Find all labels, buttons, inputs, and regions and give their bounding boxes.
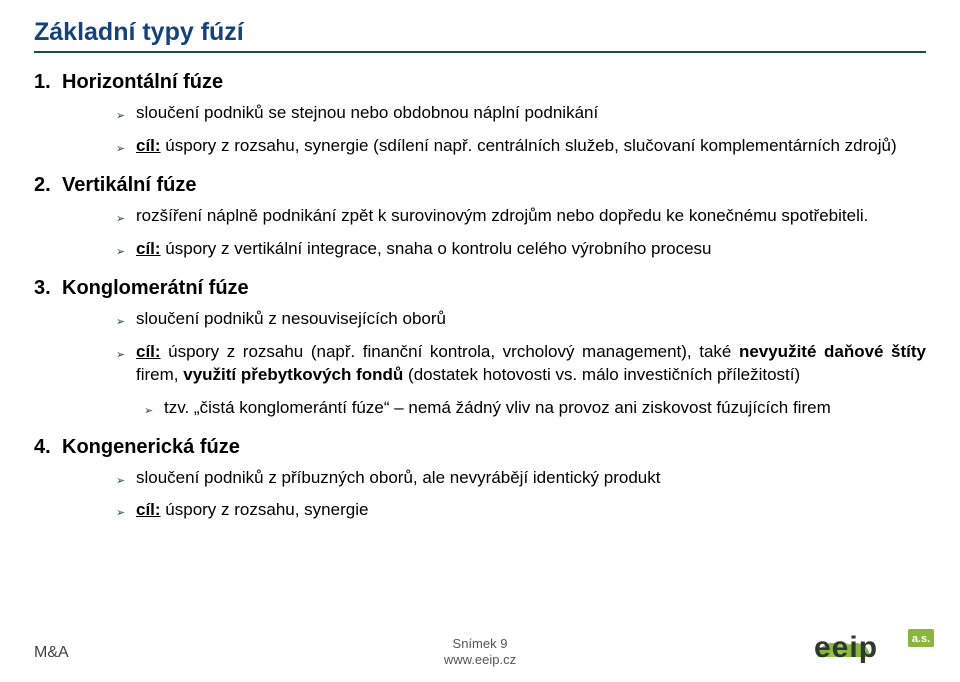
bullet-item: ➢sloučení podniků z příbuzných oborů, al… (116, 467, 926, 490)
svg-text:eeip: eeip (814, 631, 878, 664)
bullet-text: tzv. „čistá konglomerántí fúze“ – nemá ž… (164, 397, 926, 420)
svg-text:a.s.: a.s. (912, 633, 930, 645)
bullet-marker-icon: ➢ (116, 474, 136, 489)
bullet-marker-icon: ➢ (116, 109, 136, 124)
bullet-text: sloučení podniků z nesouvisejících oborů (136, 308, 926, 331)
bullet-list: ➢sloučení podniků z nesouvisejících obor… (116, 308, 926, 420)
footer-logo: eeip a.s. (808, 621, 938, 674)
section-heading: 1.Horizontální fúze (34, 71, 926, 94)
content-area: 1.Horizontální fúze➢sloučení podniků se … (34, 71, 926, 522)
bullet-text: cíl: úspory z vertikální integrace, snah… (136, 238, 926, 261)
slide: Základní typy fúzí 1.Horizontální fúze➢s… (0, 0, 960, 682)
bullet-list: ➢rozšíření náplně podnikání zpět k surov… (116, 205, 926, 261)
bullet-list: ➢sloučení podniků z příbuzných oborů, al… (116, 467, 926, 523)
bullet-item: ➢cíl: úspory z rozsahu (např. finanční k… (116, 341, 926, 387)
bullet-marker-icon: ➢ (116, 348, 136, 363)
footer-slide-label: Snímek 9 (453, 636, 508, 651)
bullet-item: ➢rozšíření náplně podnikání zpět k surov… (116, 205, 926, 228)
section-number: 4. (34, 436, 62, 459)
bullet-item: ➢cíl: úspory z rozsahu, synergie (116, 499, 926, 522)
title-rule (34, 51, 926, 53)
bullet-text: cíl: úspory z rozsahu (např. finanční ko… (136, 341, 926, 387)
footer: M&A Snímek 9 www.eeip.cz eeip a.s. (0, 626, 960, 674)
section-number: 1. (34, 71, 62, 94)
bullet-text: cíl: úspory z rozsahu, synergie (sdílení… (136, 135, 926, 158)
section-number: 3. (34, 277, 62, 300)
section-label: Horizontální fúze (62, 71, 223, 94)
bullet-text: rozšíření náplně podnikání zpět k surovi… (136, 205, 926, 228)
bullet-item: ➢cíl: úspory z rozsahu, synergie (sdílen… (116, 135, 926, 158)
bullet-text: cíl: úspory z rozsahu, synergie (136, 499, 926, 522)
section-heading: 2.Vertikální fúze (34, 174, 926, 197)
bullet-marker-icon: ➢ (116, 142, 136, 157)
bullet-text: sloučení podniků se stejnou nebo obdobno… (136, 102, 926, 125)
bullet-marker-icon: ➢ (116, 506, 136, 521)
bullet-marker-icon: ➢ (116, 212, 136, 227)
page-title: Základní typy fúzí (34, 18, 926, 47)
section-label: Kongenerická fúze (62, 436, 240, 459)
section-number: 2. (34, 174, 62, 197)
section-heading: 4.Kongenerická fúze (34, 436, 926, 459)
bullet-text: sloučení podniků z příbuzných oborů, ale… (136, 467, 926, 490)
bullet-item: ➢sloučení podniků z nesouvisejících obor… (116, 308, 926, 331)
section-label: Konglomerátní fúze (62, 277, 249, 300)
bullet-item: ➢cíl: úspory z vertikální integrace, sna… (116, 238, 926, 261)
section-label: Vertikální fúze (62, 174, 197, 197)
bullet-list: ➢sloučení podniků se stejnou nebo obdobn… (116, 102, 926, 158)
footer-url: www.eeip.cz (444, 652, 516, 667)
bullet-item: ➢tzv. „čistá konglomerántí fúze“ – nemá … (144, 397, 926, 420)
section-heading: 3.Konglomerátní fúze (34, 277, 926, 300)
bullet-marker-icon: ➢ (116, 245, 136, 260)
bullet-marker-icon: ➢ (116, 315, 136, 330)
bullet-item: ➢sloučení podniků se stejnou nebo obdobn… (116, 102, 926, 125)
bullet-marker-icon: ➢ (144, 404, 164, 419)
